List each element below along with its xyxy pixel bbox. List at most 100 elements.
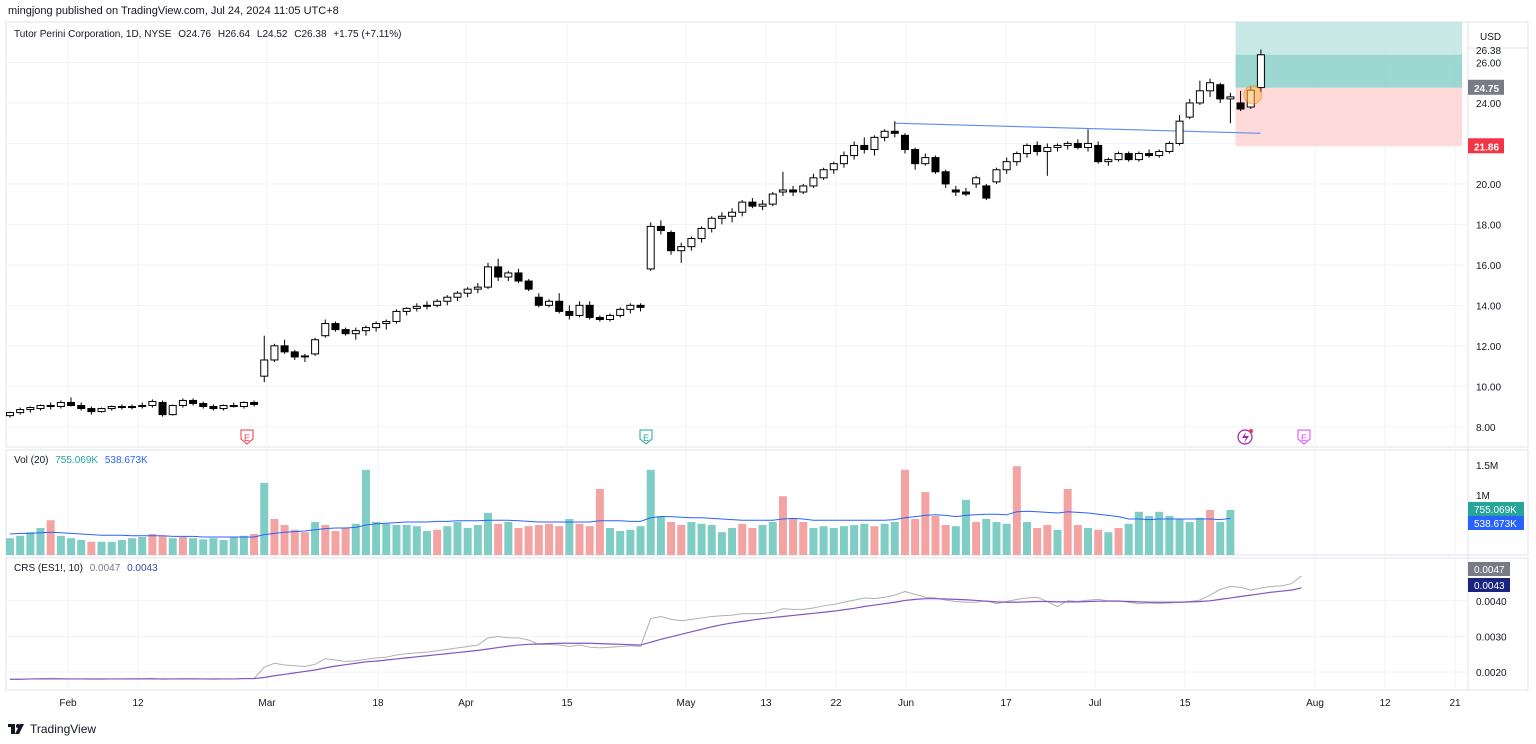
- volume-bar: [1216, 522, 1225, 555]
- candle: [1073, 142, 1082, 148]
- candle: [1104, 159, 1113, 163]
- candle: [168, 405, 177, 416]
- candle: [138, 405, 147, 408]
- candle: [1256, 54, 1265, 89]
- candle: [382, 321, 391, 325]
- candle: [860, 144, 869, 150]
- crs-tick-label: 0.0040: [1476, 597, 1507, 608]
- candle: [1145, 153, 1154, 157]
- time-axis-label: 12: [132, 698, 144, 709]
- volume-bar: [372, 522, 381, 555]
- volume-bar: [1155, 511, 1164, 555]
- volume-bar: [178, 537, 187, 555]
- volume-bar: [545, 523, 554, 555]
- candle: [534, 296, 543, 306]
- price-tick-label: 26.00: [1476, 58, 1501, 69]
- candle: [819, 169, 828, 179]
- volume-bar: [575, 523, 584, 555]
- volume-bar: [606, 528, 615, 555]
- time-axis-label: 15: [561, 698, 573, 709]
- candle: [789, 189, 798, 193]
- candle: [260, 359, 269, 377]
- time-axis-label: 13: [760, 698, 772, 709]
- crs-value-2-bg: [1468, 578, 1510, 592]
- volume-ma-value: 538.673K: [104, 455, 148, 466]
- volume-bar: [534, 525, 543, 555]
- volume-bar: [260, 483, 269, 555]
- candle: [1084, 142, 1093, 148]
- candle: [443, 296, 452, 302]
- candle: [36, 405, 45, 410]
- time-axis-label: 17: [1000, 698, 1012, 709]
- candle: [87, 408, 96, 413]
- time-axis-label: Apr: [458, 698, 474, 709]
- candle: [1063, 142, 1072, 146]
- volume-bar: [331, 531, 340, 555]
- volume-bar: [1053, 529, 1062, 555]
- stop-zone: [1235, 87, 1463, 147]
- volume-bar: [199, 539, 208, 555]
- volume-bar: [1002, 523, 1011, 555]
- volume-bar: [829, 528, 838, 555]
- time-axis-label: Jun: [898, 698, 914, 709]
- volume-bar: [361, 469, 370, 555]
- volume-bar: [799, 522, 808, 555]
- candle: [839, 155, 848, 165]
- candle: [1206, 82, 1215, 92]
- candle: [697, 227, 706, 240]
- earnings-event-icon: [639, 429, 653, 445]
- entry-marker: [1243, 85, 1263, 105]
- crs-tick-label: 0.0020: [1476, 668, 1507, 679]
- volume-bar: [107, 541, 116, 555]
- volume-bar: [87, 541, 96, 555]
- volume-axis-ma: 538.673K: [1474, 519, 1517, 530]
- candle: [545, 300, 554, 306]
- volume-bar: [341, 528, 350, 555]
- volume-bar: [1206, 510, 1215, 555]
- candle: [1043, 146, 1052, 153]
- volume-bar: [1023, 522, 1031, 555]
- volume-bar: [270, 519, 279, 555]
- candle: [199, 402, 208, 408]
- volume-bar: [717, 532, 726, 555]
- lightning-icon: [1242, 432, 1249, 443]
- price-tick-label: 12.00: [1476, 342, 1501, 353]
- volume-bar: [687, 522, 696, 555]
- candle: [636, 304, 645, 308]
- volume-bar: [900, 469, 909, 555]
- volume-bar: [148, 534, 157, 555]
- tradingview-logo-icon: [8, 724, 24, 734]
- volume-bar: [677, 525, 686, 555]
- candle: [453, 292, 462, 298]
- crs-axis-value-2: 0.0043: [1474, 581, 1505, 592]
- time-axis-label: Mar: [258, 698, 276, 709]
- volume-bar: [1226, 510, 1235, 555]
- volume-bar: [443, 526, 452, 555]
- volume-bar: [128, 538, 137, 555]
- ohlc-change: +1.75 (+7.11%): [333, 29, 402, 40]
- ohlc-close: C26.38: [294, 29, 327, 40]
- stop-price-label: 21.86: [1474, 142, 1499, 153]
- volume-bar: [422, 531, 431, 555]
- candle: [402, 307, 411, 312]
- candle: [707, 217, 716, 229]
- volume-bar: [880, 523, 889, 555]
- price-tick-label: 10.00: [1476, 382, 1501, 393]
- volume-bar: [656, 516, 665, 555]
- event-dot-icon: [1249, 429, 1253, 433]
- candle: [748, 201, 757, 207]
- candle: [992, 169, 1001, 183]
- candle: [809, 177, 818, 187]
- volume-bar: [931, 516, 940, 555]
- candle: [16, 409, 25, 414]
- volume-bar: [473, 525, 482, 555]
- volume-bar: [707, 525, 716, 555]
- candle: [626, 304, 635, 310]
- volume-bar: [555, 526, 564, 555]
- candle: [422, 304, 431, 307]
- crs-pane: [5, 557, 1529, 691]
- candle: [270, 345, 279, 361]
- candle: [1165, 142, 1174, 153]
- candle: [524, 280, 533, 290]
